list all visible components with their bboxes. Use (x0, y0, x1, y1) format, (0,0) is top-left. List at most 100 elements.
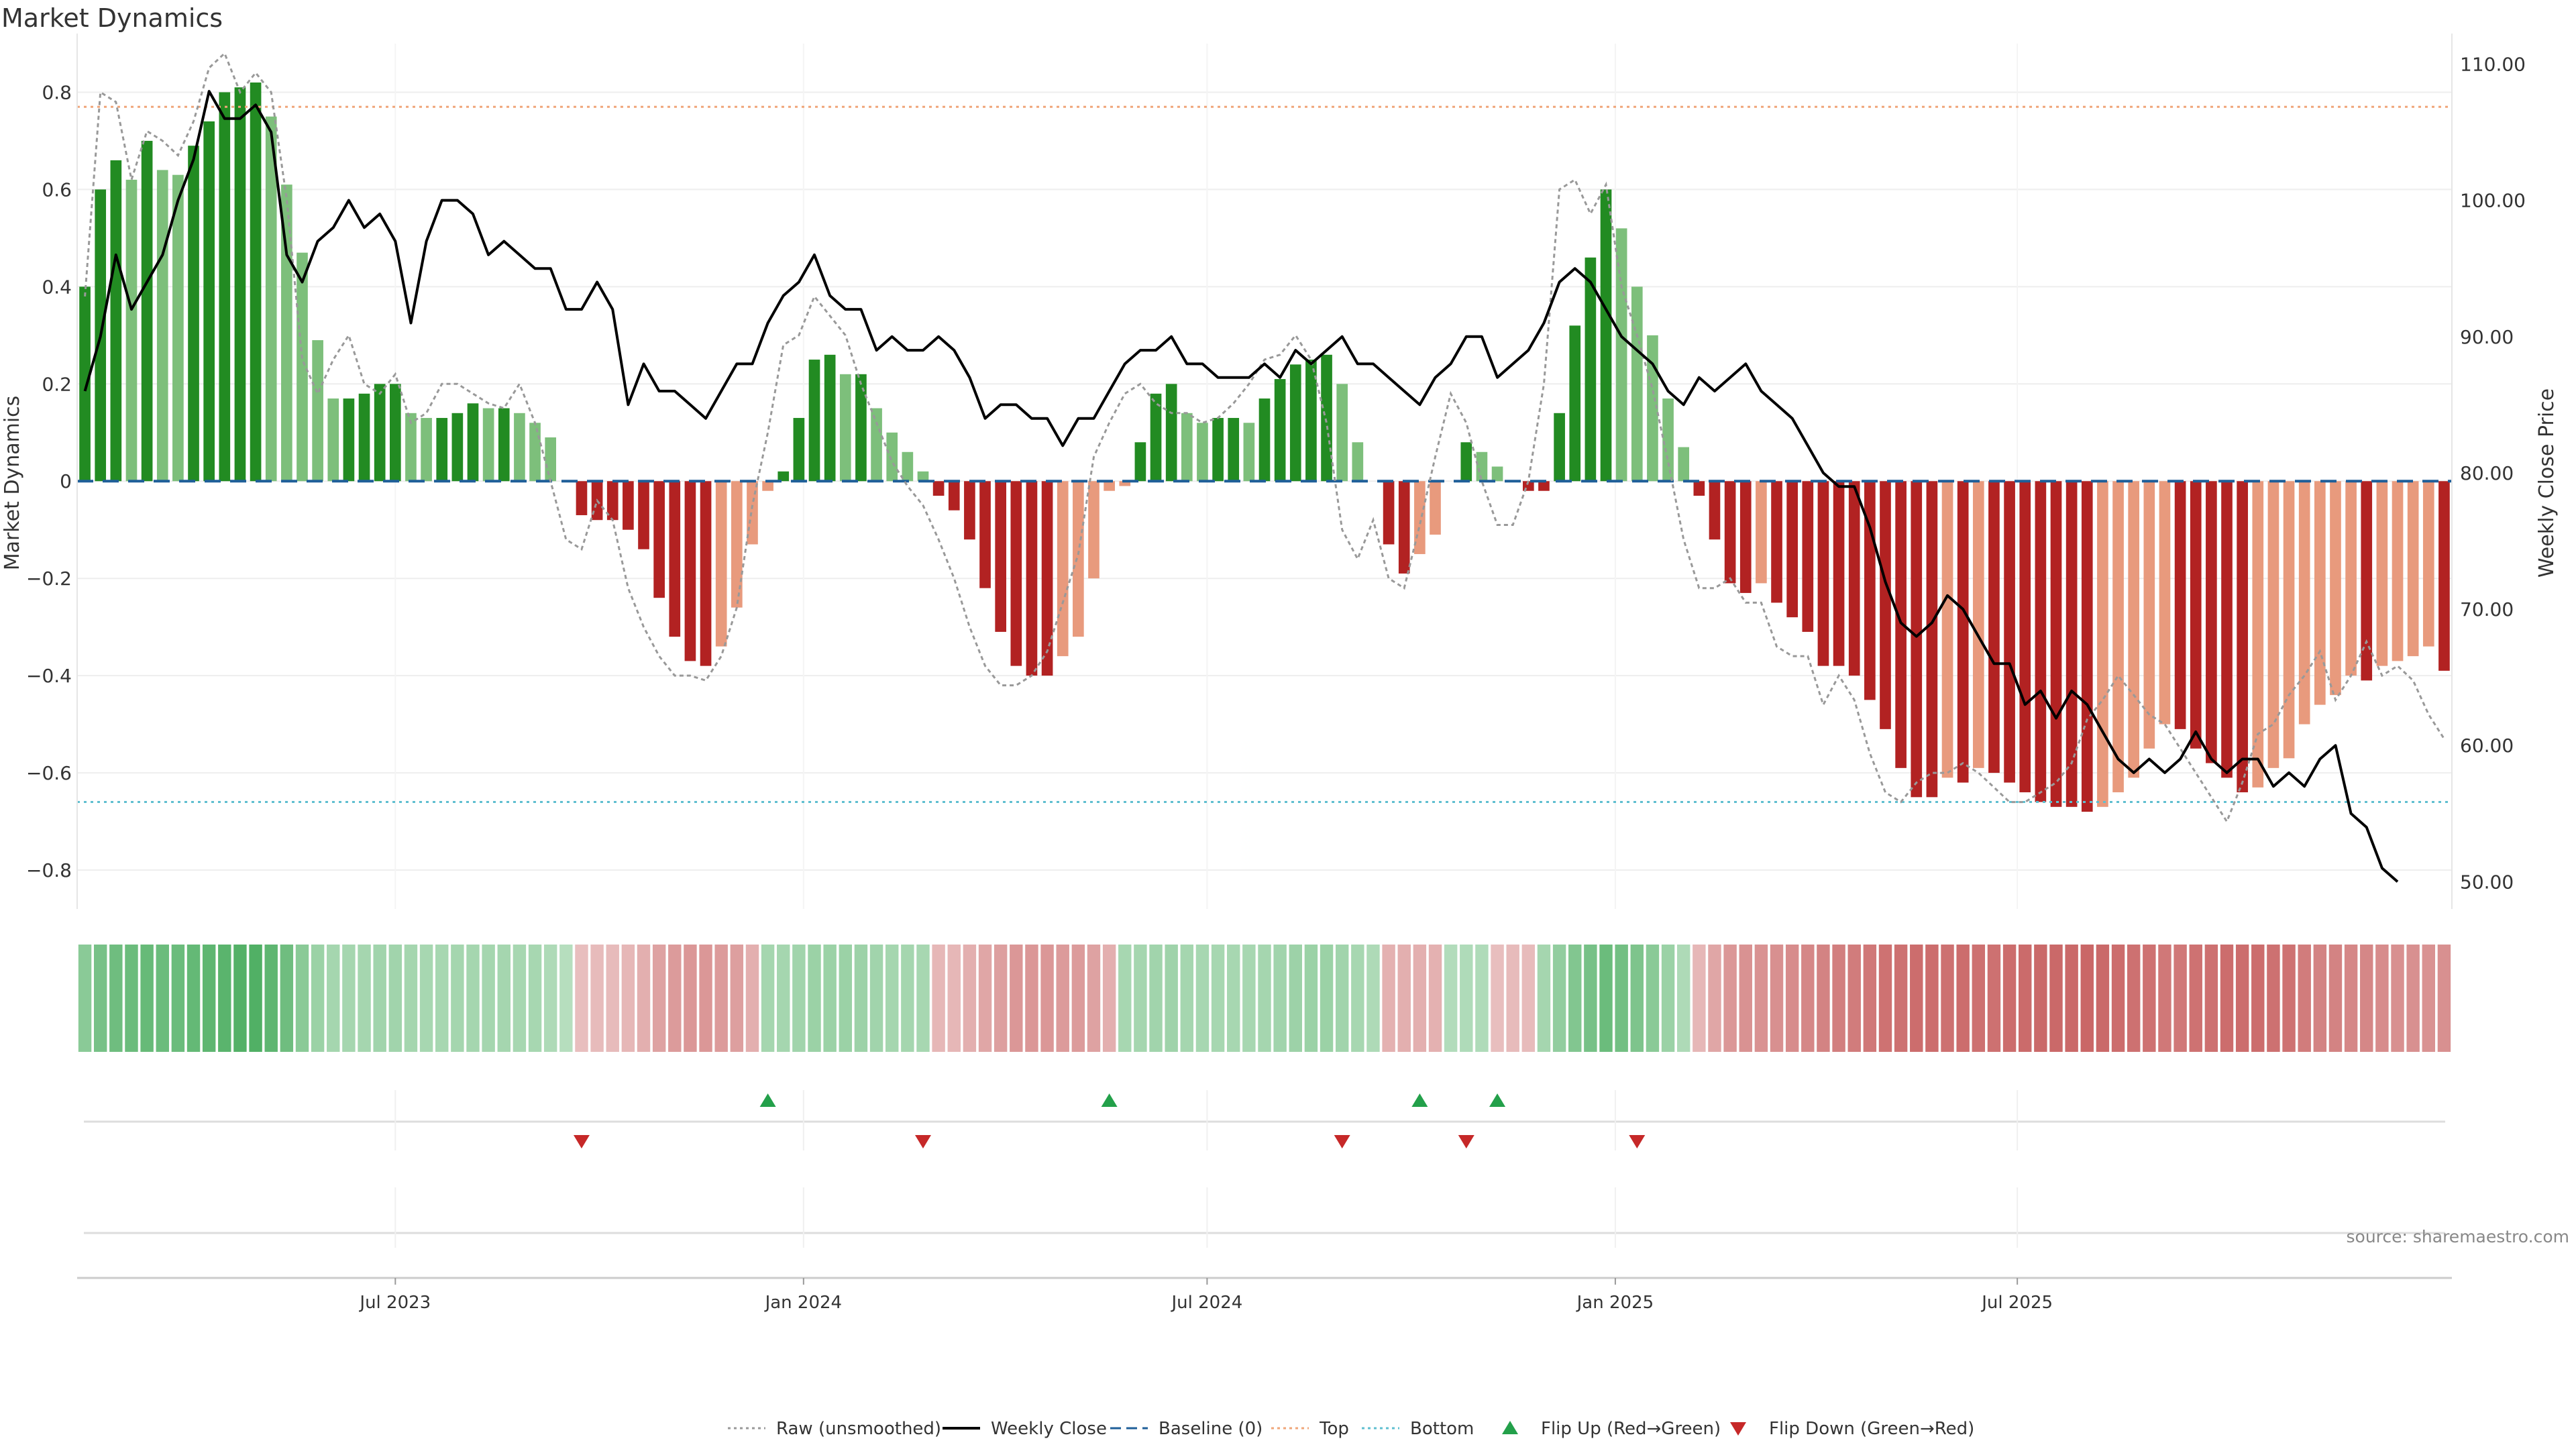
strip-cell (792, 945, 806, 1052)
dynamics-bar (824, 354, 836, 482)
dynamics-bar (2050, 481, 2062, 807)
dynamics-bar (777, 471, 790, 482)
dynamics-bar (1212, 418, 1224, 482)
dynamics-bar (2361, 481, 2373, 681)
strip-cell (606, 945, 619, 1052)
dynamics-bar (2019, 481, 2031, 793)
dynamics-bar (793, 418, 805, 482)
flip-down-marker (573, 1135, 590, 1148)
strip-cell (839, 945, 853, 1052)
strip-cell (280, 945, 294, 1052)
strip-cell (1491, 945, 1504, 1052)
strip-cell (994, 945, 1008, 1052)
dynamics-bar (1104, 481, 1115, 491)
strip-cell (1320, 945, 1334, 1052)
dynamics-bar (2298, 481, 2310, 724)
dynamics-bar (156, 170, 168, 482)
strip-cell (404, 945, 418, 1052)
strip-cell (358, 945, 371, 1052)
dynamics-bar (467, 403, 479, 482)
chart-title: Market Dynamics (1, 3, 223, 33)
dynamics-bar (529, 423, 541, 482)
strip-cell (1149, 945, 1163, 1052)
flip-up-marker (759, 1093, 776, 1107)
dynamics-bar (855, 374, 867, 482)
legend-label: Top (1319, 1419, 1349, 1439)
strip-cell (2235, 945, 2249, 1052)
dynamics-bar (2143, 481, 2155, 749)
strip-cell (1366, 945, 1380, 1052)
strip-cell (2080, 945, 2094, 1052)
left-tick-label: −0.8 (26, 859, 72, 881)
right-tick-label: 100.00 (2460, 190, 2526, 212)
weekly-close-line (83, 90, 2399, 883)
dynamics-bar (2035, 481, 2047, 802)
dynamics-bar (1398, 481, 1410, 574)
dynamics-bar (1756, 481, 1767, 584)
strip-cell (559, 945, 573, 1052)
dynamics-bar (2112, 481, 2124, 793)
strip-cell (808, 945, 821, 1052)
dynamics-bar (1957, 481, 1969, 783)
dynamics-bar (700, 481, 712, 666)
flip-up-marker (1411, 1093, 1428, 1107)
strip-cell (621, 945, 635, 1052)
right-tick-label: 80.00 (2460, 462, 2514, 484)
dynamics-bar (731, 481, 743, 608)
dynamics-bar (1165, 384, 1177, 482)
dynamics-bar (2081, 481, 2093, 812)
strip-cell (1910, 945, 1923, 1052)
dynamics-bar (172, 174, 184, 482)
dynamics-bar (1554, 413, 1565, 482)
dynamics-bar (1476, 451, 1488, 482)
strip-cell (1165, 945, 1178, 1052)
flip-down-marker (1629, 1135, 1646, 1148)
line-series (83, 51, 2445, 883)
dynamics-bar (2345, 481, 2357, 676)
strip-cell (901, 945, 914, 1052)
legend-label: Baseline (0) (1159, 1419, 1263, 1439)
legend-label: Bottom (1410, 1419, 1474, 1439)
dynamics-bar (1119, 481, 1131, 486)
strip-cell (745, 945, 759, 1052)
dynamics-bar (1491, 466, 1503, 482)
strip-cell (78, 945, 92, 1052)
strip-cell (1801, 945, 1815, 1052)
dynamics-bar (1972, 481, 1984, 768)
heat-strip (78, 945, 2451, 1052)
dynamics-bar (1041, 481, 1053, 676)
strip-cell (1227, 945, 1240, 1052)
dynamics-bar (948, 481, 960, 511)
strip-cell (1025, 945, 1038, 1052)
strip-cell (1987, 945, 2001, 1052)
strip-cell (1863, 945, 1877, 1052)
strip-cell (2065, 945, 2078, 1052)
dynamics-bar (886, 432, 898, 482)
strip-cell (1460, 945, 1473, 1052)
x-tick-label: Jul 2023 (358, 1293, 431, 1313)
strip-cell (2189, 945, 2202, 1052)
dynamics-bar (1243, 423, 1255, 482)
dynamics-bar (265, 116, 277, 482)
strip-cell (1584, 945, 1597, 1052)
strip-cell (2143, 945, 2156, 1052)
strip-cell (125, 945, 138, 1052)
strip-cell (249, 945, 262, 1052)
strip-cell (1646, 945, 1660, 1052)
dynamics-bar (2314, 481, 2326, 705)
strip-cell (1972, 945, 1986, 1052)
strip-cell (1397, 945, 1411, 1052)
dynamics-bar (79, 286, 91, 482)
strip-cell (590, 945, 604, 1052)
dynamics-bar (2128, 481, 2140, 778)
strip-cell (2406, 945, 2420, 1052)
dynamics-bar (2392, 481, 2404, 661)
legend-item: Flip Down (Green→Red) (1730, 1419, 1974, 1439)
dynamics-bar (1569, 325, 1581, 482)
strip-cell (947, 945, 961, 1052)
strip-cell (1351, 945, 1364, 1052)
strip-cell (1180, 945, 1194, 1052)
strip-cell (2220, 945, 2234, 1052)
x-tick-label: Jan 2025 (1576, 1293, 1654, 1313)
